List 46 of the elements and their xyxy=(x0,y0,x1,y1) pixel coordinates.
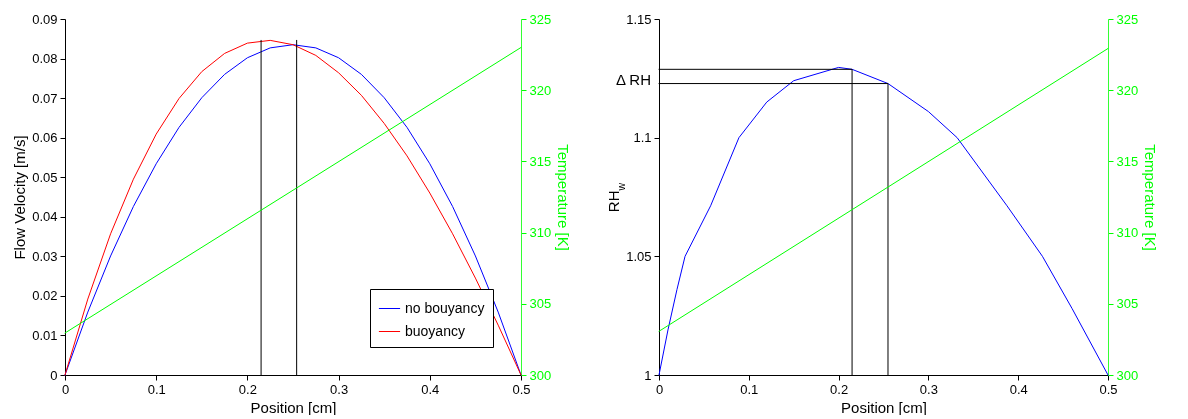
y-tick-label: 1.1 xyxy=(633,130,652,146)
y-tick-label: 1 xyxy=(644,367,652,383)
y-tick-label: 0.09 xyxy=(32,11,58,27)
x-tick-label: 0.1 xyxy=(147,381,166,397)
y-tick-label: 0.01 xyxy=(32,327,58,343)
legend-label: no bouyancy xyxy=(405,299,485,316)
y-axis-title: Flow Velocity [m/s] xyxy=(11,135,29,260)
x-tick-label: 0.3 xyxy=(919,381,938,397)
x-tick-label: 0.5 xyxy=(1099,381,1118,397)
y2-tick-label: 320 xyxy=(1116,82,1139,98)
x-tick-label: 0 xyxy=(655,381,664,397)
x-tick-label: 0.4 xyxy=(421,381,440,397)
x-tick-label: 0.2 xyxy=(830,381,849,397)
y2-tick-label: 305 xyxy=(1116,296,1139,312)
y-tick-label: 0.06 xyxy=(32,130,58,146)
y2-tick-label: 315 xyxy=(1116,153,1139,169)
x-axis-title: Position [cm] xyxy=(250,398,337,416)
y-tick-label: 0.07 xyxy=(32,90,58,106)
legend-label: buoyancy xyxy=(405,322,465,339)
y2-tick-label: 325 xyxy=(529,11,552,27)
x-tick-label: 0.1 xyxy=(740,381,759,397)
x-tick-label: 0.4 xyxy=(1009,381,1028,397)
y2-tick-label: 315 xyxy=(529,153,552,169)
y2-tick-label: 320 xyxy=(529,82,552,98)
y2-axis-title: Temperature [K] xyxy=(555,144,573,251)
x-tick-label: 0.5 xyxy=(512,381,531,397)
y-tick-label: 0.08 xyxy=(32,51,58,67)
x-tick-label: 0 xyxy=(61,381,70,397)
y2-tick-label: 300 xyxy=(529,367,552,383)
y2-axis-title: Temperature [K] xyxy=(1142,144,1160,251)
text: Δ RH xyxy=(615,71,651,88)
y2-tick-label: 305 xyxy=(529,296,552,312)
x-tick-label: 0.2 xyxy=(238,381,257,397)
y-tick-label: 1.15 xyxy=(626,11,652,27)
x-tick-label: 0.3 xyxy=(330,381,349,397)
y-tick-label: 0.05 xyxy=(32,169,58,185)
y-tick-label: 0 xyxy=(50,367,58,383)
y2-tick-label: 300 xyxy=(1116,367,1139,383)
y-tick-label: 0.02 xyxy=(32,288,58,304)
y2-tick-label: 310 xyxy=(1116,225,1139,241)
y2-tick-label: 325 xyxy=(1116,11,1139,27)
y-tick-label: 0.04 xyxy=(32,209,58,225)
y2-tick-label: 310 xyxy=(529,225,552,241)
x-axis-title: Position [cm] xyxy=(841,398,927,416)
y-tick-label: 1.05 xyxy=(626,248,652,264)
y-tick-label: 0.03 xyxy=(32,248,58,264)
